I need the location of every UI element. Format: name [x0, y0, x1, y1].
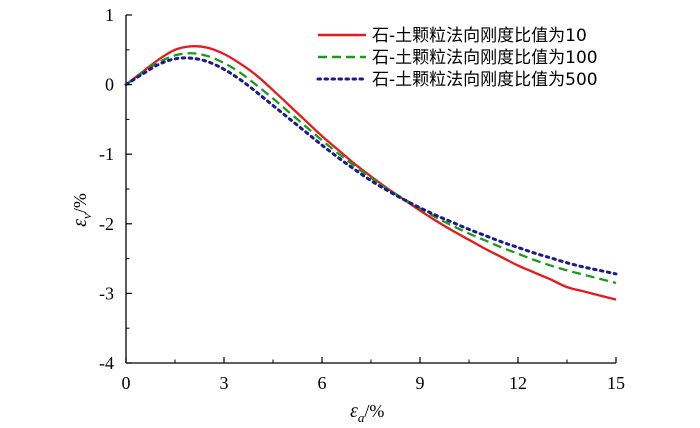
legend: 石-土颗粒法向刚度比值为10 石-土颗粒法向刚度比值为100 石-土颗粒法向刚度… — [316, 26, 598, 90]
x-tick-label: 15 — [607, 373, 625, 393]
ticks: 0 3 6 9 12 15 1 0 -1 -2 -3 -4 — [99, 5, 625, 393]
y-axis-label: εv/% — [69, 193, 94, 227]
y-tick-label: -4 — [99, 353, 114, 373]
y-tick-label: -2 — [99, 214, 114, 234]
y-tick-label: 1 — [105, 5, 114, 25]
y-tick-label: -1 — [99, 144, 114, 164]
y-tick-label: 0 — [105, 75, 114, 95]
x-tick-label: 12 — [509, 373, 527, 393]
legend-label-100: 石-土颗粒法向刚度比值为100 — [372, 48, 598, 68]
x-axis-label: εa/% — [350, 400, 384, 425]
x-tick-label: 9 — [416, 373, 425, 393]
series-line-2 — [124, 56, 618, 276]
x-tick-label: 0 — [122, 373, 131, 393]
x-tick-label: 3 — [220, 373, 229, 393]
y-tick-label: -3 — [99, 283, 114, 303]
x-tick-label: 6 — [318, 373, 327, 393]
series-line-1 — [125, 52, 617, 285]
legend-label-500: 石-土颗粒法向刚度比值为500 — [372, 70, 598, 90]
plot-lines — [124, 45, 618, 301]
legend-label-10: 石-土颗粒法向刚度比值为10 — [372, 26, 587, 46]
